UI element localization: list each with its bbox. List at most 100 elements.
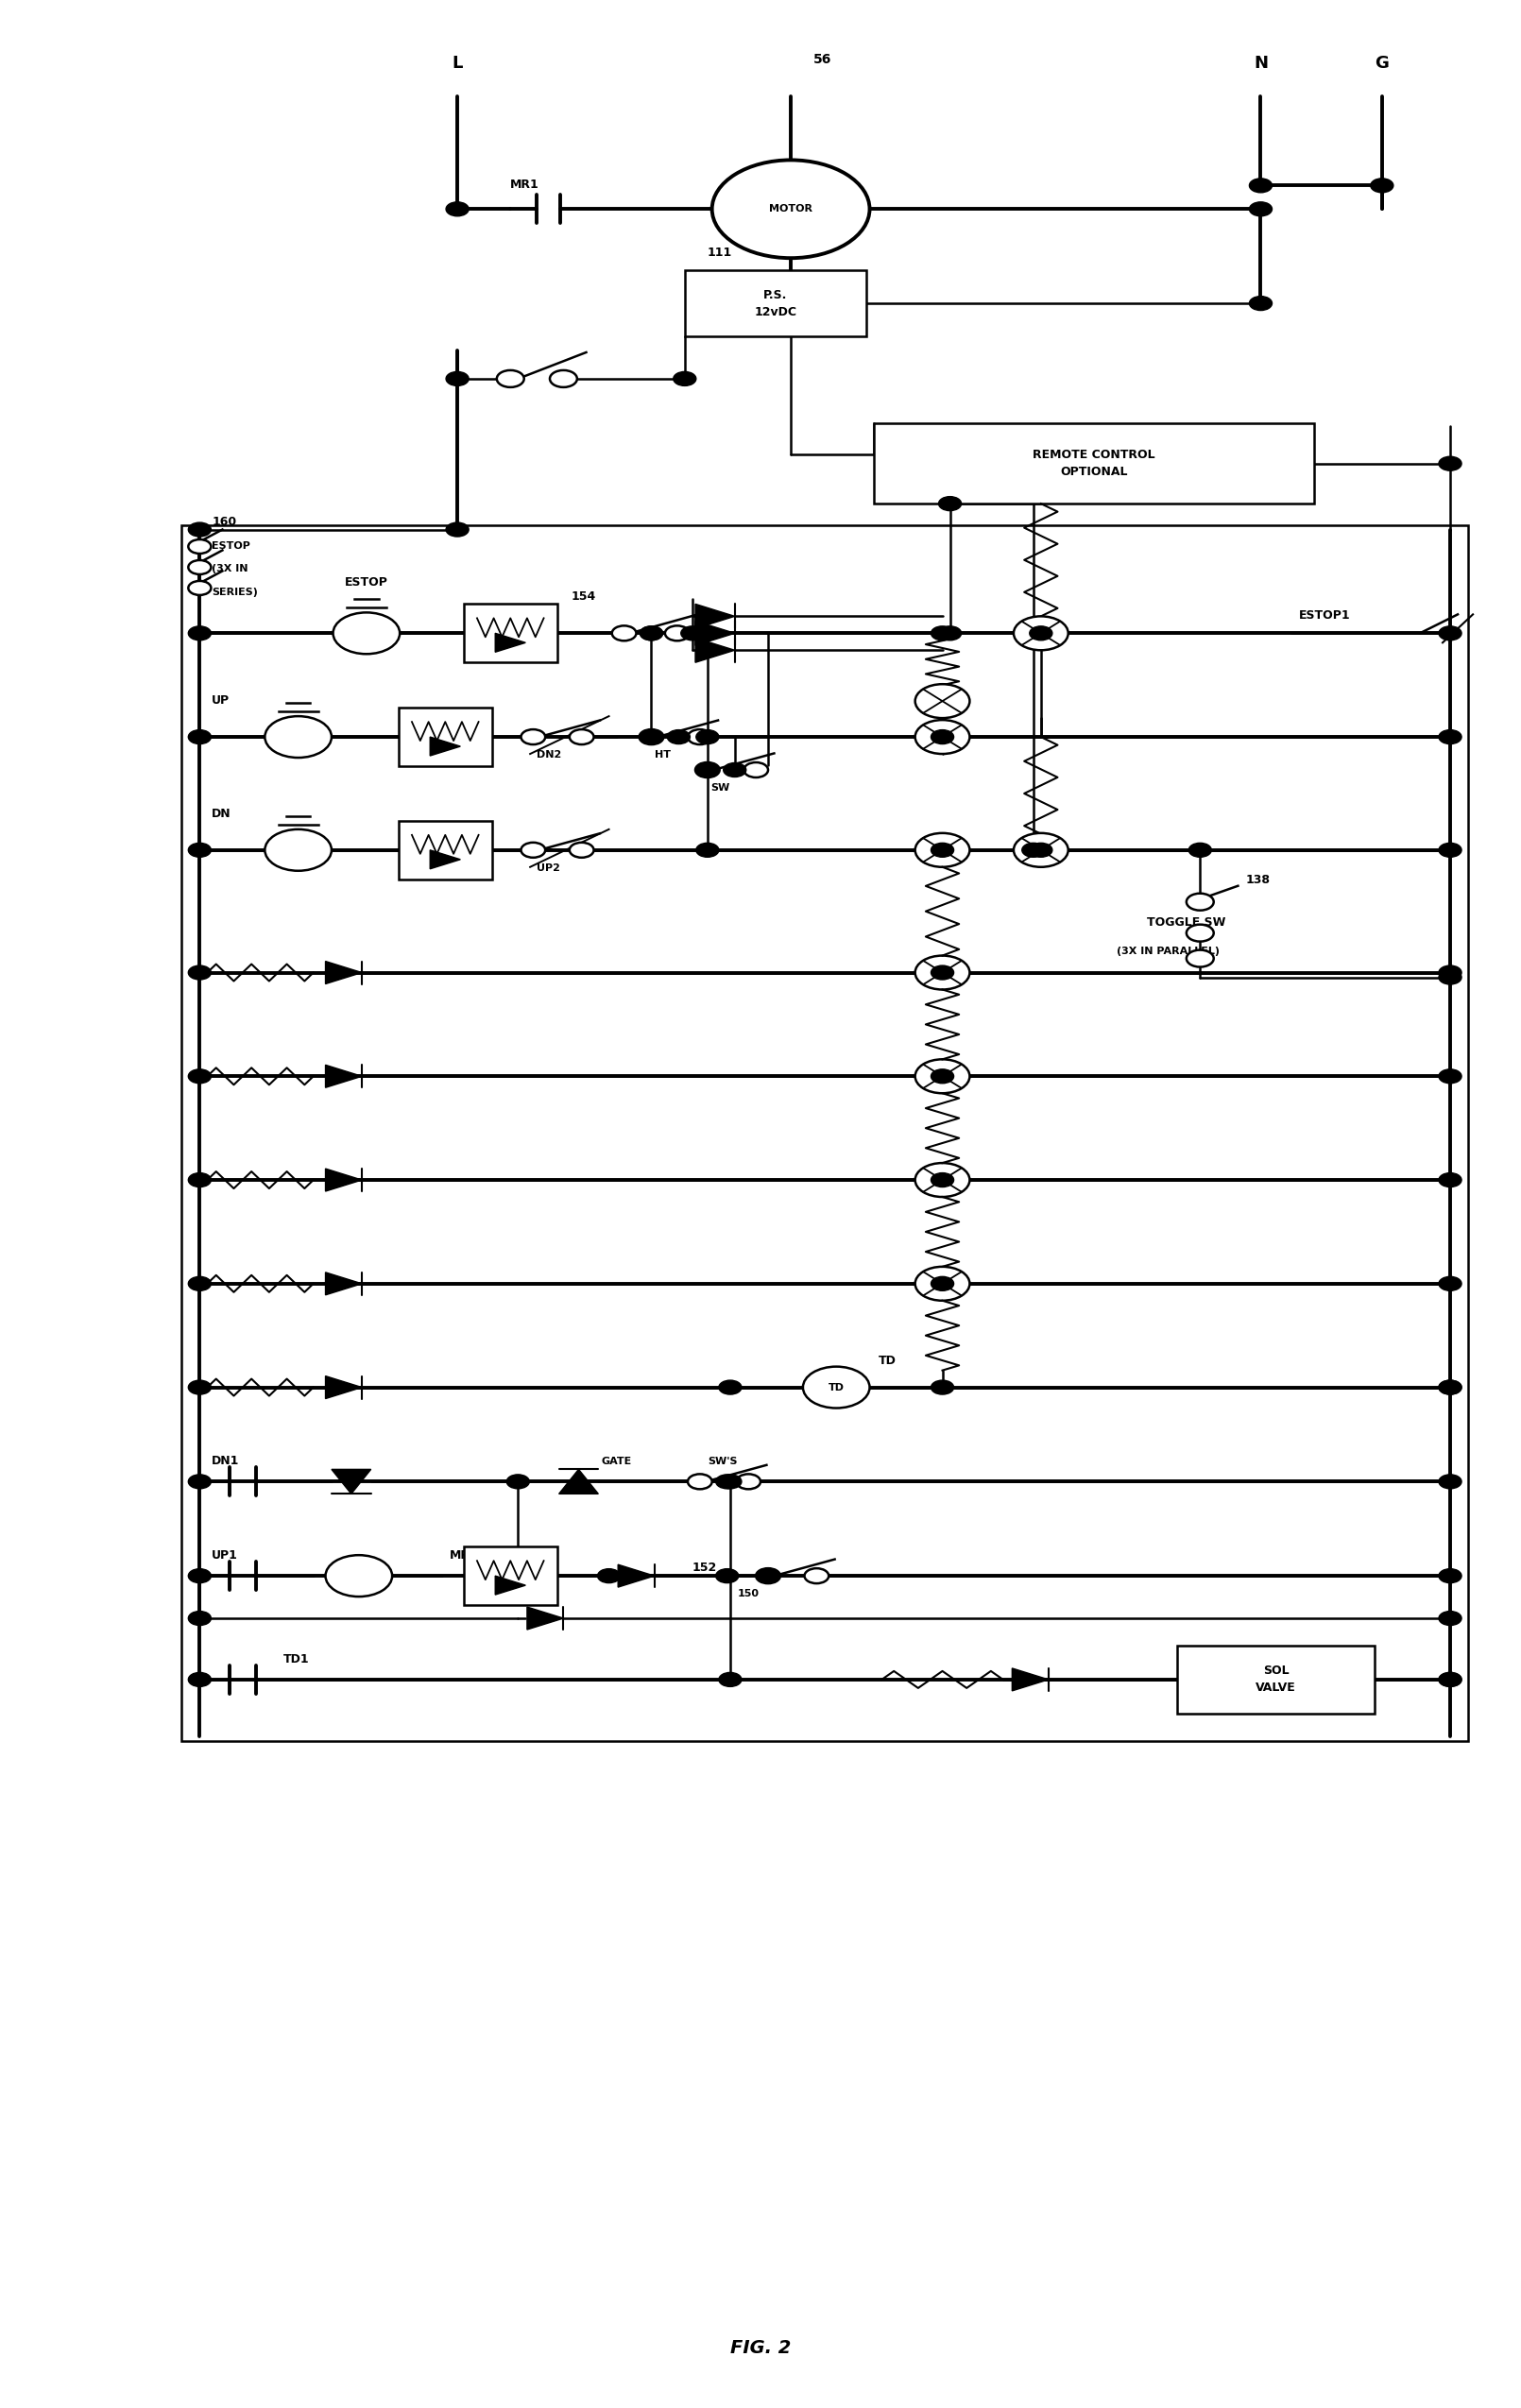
Circle shape <box>1186 951 1214 968</box>
Circle shape <box>803 1368 870 1409</box>
Polygon shape <box>325 1375 362 1399</box>
Polygon shape <box>325 1271 362 1296</box>
Circle shape <box>1186 925 1214 942</box>
Circle shape <box>757 1568 779 1582</box>
Circle shape <box>744 763 768 778</box>
Circle shape <box>611 626 636 641</box>
Polygon shape <box>430 737 461 756</box>
Circle shape <box>1439 458 1462 470</box>
Circle shape <box>674 371 697 385</box>
Circle shape <box>931 1276 954 1291</box>
Circle shape <box>506 1474 529 1488</box>
Circle shape <box>522 730 545 744</box>
Circle shape <box>446 202 468 217</box>
Circle shape <box>736 1474 760 1488</box>
Polygon shape <box>1011 1669 1048 1690</box>
Polygon shape <box>496 633 526 653</box>
Text: VALVE: VALVE <box>1256 1681 1296 1695</box>
Circle shape <box>189 1568 211 1582</box>
Circle shape <box>333 612 400 655</box>
Circle shape <box>916 1060 970 1093</box>
Circle shape <box>189 561 211 576</box>
Circle shape <box>1439 1173 1462 1187</box>
Text: 12vDC: 12vDC <box>754 306 797 318</box>
Text: (3X IN: (3X IN <box>211 563 248 573</box>
Bar <box>1177 1645 1375 1714</box>
Text: REMOTE CONTROL: REMOTE CONTROL <box>1033 448 1154 462</box>
Circle shape <box>1439 966 1462 980</box>
Circle shape <box>189 523 211 537</box>
Text: ESTOP: ESTOP <box>345 576 388 590</box>
Polygon shape <box>528 1606 563 1630</box>
Circle shape <box>931 1380 954 1394</box>
Circle shape <box>931 626 954 641</box>
Polygon shape <box>695 604 735 628</box>
Text: ESTOP1: ESTOP1 <box>1299 609 1351 621</box>
Circle shape <box>189 1173 211 1187</box>
Circle shape <box>1022 843 1045 857</box>
Circle shape <box>265 828 332 872</box>
Circle shape <box>189 626 211 641</box>
Text: MR: MR <box>450 1548 470 1563</box>
Text: SERIES): SERIES) <box>211 588 259 597</box>
Circle shape <box>189 730 211 744</box>
Circle shape <box>1186 893 1214 910</box>
Text: UP: UP <box>211 694 230 708</box>
Circle shape <box>931 843 954 857</box>
Circle shape <box>1189 843 1211 857</box>
Circle shape <box>1030 843 1053 857</box>
Circle shape <box>916 1163 970 1197</box>
Text: TD1: TD1 <box>283 1654 309 1666</box>
Circle shape <box>1439 1276 1462 1291</box>
Circle shape <box>687 730 712 744</box>
Circle shape <box>189 1069 211 1084</box>
Circle shape <box>1030 626 1053 641</box>
Circle shape <box>931 1069 954 1084</box>
Circle shape <box>446 371 468 385</box>
Text: SW: SW <box>710 783 730 792</box>
Circle shape <box>931 730 954 744</box>
Circle shape <box>189 1674 211 1686</box>
Polygon shape <box>325 1064 362 1088</box>
Circle shape <box>938 496 961 510</box>
Circle shape <box>189 966 211 980</box>
Circle shape <box>681 626 704 641</box>
Text: ESTOP: ESTOP <box>211 542 251 551</box>
Text: UP2: UP2 <box>537 862 560 872</box>
Circle shape <box>697 730 719 744</box>
Circle shape <box>325 1556 392 1597</box>
Circle shape <box>687 1474 712 1488</box>
Text: OPTIONAL: OPTIONAL <box>1060 465 1127 479</box>
Text: 152: 152 <box>692 1563 716 1575</box>
Circle shape <box>716 1568 739 1582</box>
Polygon shape <box>695 638 735 662</box>
Circle shape <box>916 956 970 990</box>
Text: N: N <box>1253 55 1269 72</box>
Circle shape <box>446 523 468 537</box>
Circle shape <box>1439 843 1462 857</box>
Circle shape <box>1439 1069 1462 1084</box>
Circle shape <box>598 1568 621 1582</box>
Circle shape <box>665 626 689 641</box>
Text: GATE: GATE <box>601 1457 631 1466</box>
Text: TOGGLE SW: TOGGLE SW <box>1147 915 1226 929</box>
Text: G: G <box>1375 55 1389 72</box>
Text: 56: 56 <box>814 53 832 65</box>
Circle shape <box>189 1380 211 1394</box>
Polygon shape <box>430 850 461 869</box>
Circle shape <box>916 833 970 867</box>
Text: MOTOR: MOTOR <box>770 205 812 214</box>
Text: SW'S: SW'S <box>707 1457 738 1466</box>
Polygon shape <box>695 621 735 645</box>
Circle shape <box>189 1276 211 1291</box>
Bar <box>399 821 493 879</box>
Circle shape <box>639 730 663 744</box>
Text: (3X IN PARALLEL): (3X IN PARALLEL) <box>1116 946 1220 956</box>
Circle shape <box>1439 1674 1462 1686</box>
Text: SOL: SOL <box>1262 1664 1288 1678</box>
Bar <box>181 525 1468 1741</box>
Text: 150: 150 <box>738 1589 759 1599</box>
Circle shape <box>189 1474 211 1488</box>
Circle shape <box>522 843 545 857</box>
Circle shape <box>1439 1380 1462 1394</box>
